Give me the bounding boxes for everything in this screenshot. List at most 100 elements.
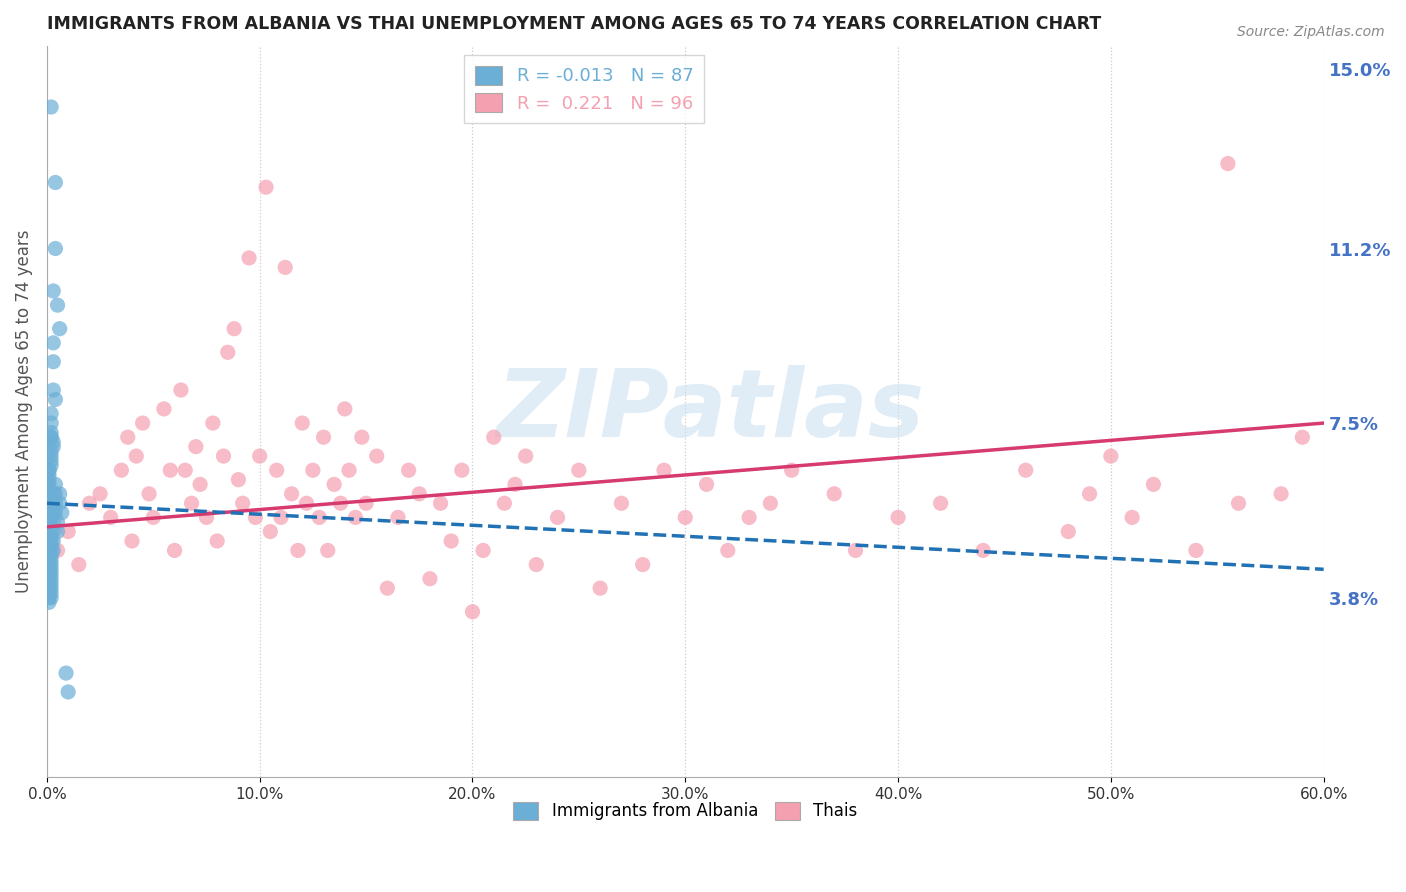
Point xyxy=(38,524,60,539)
Point xyxy=(188,477,211,491)
Text: Source: ZipAtlas.com: Source: ZipAtlas.com xyxy=(1237,25,1385,39)
Point xyxy=(142,510,165,524)
Point xyxy=(302,463,325,477)
Point xyxy=(38,482,60,496)
Point xyxy=(717,543,740,558)
Point xyxy=(163,543,186,558)
Point xyxy=(1078,487,1101,501)
Point xyxy=(39,567,62,582)
Point xyxy=(354,496,377,510)
Point xyxy=(38,506,60,520)
Point xyxy=(38,533,60,548)
Point xyxy=(1121,510,1143,524)
Point xyxy=(46,524,69,539)
Point xyxy=(38,562,60,576)
Point xyxy=(39,539,62,553)
Point xyxy=(42,496,65,510)
Point xyxy=(39,562,62,576)
Point xyxy=(429,496,451,510)
Point xyxy=(823,487,845,501)
Point xyxy=(39,591,62,605)
Point xyxy=(515,449,537,463)
Legend: Immigrants from Albania, Thais: Immigrants from Albania, Thais xyxy=(506,795,863,827)
Point xyxy=(195,510,218,524)
Point xyxy=(38,529,60,543)
Point xyxy=(39,454,62,468)
Point xyxy=(42,355,65,369)
Point xyxy=(42,284,65,298)
Point xyxy=(232,496,254,510)
Point xyxy=(295,496,318,510)
Point xyxy=(38,496,60,510)
Point xyxy=(461,605,484,619)
Point xyxy=(38,581,60,595)
Point xyxy=(44,496,66,510)
Point xyxy=(38,572,60,586)
Point xyxy=(44,392,66,407)
Point xyxy=(254,180,277,194)
Point xyxy=(44,242,66,256)
Point xyxy=(110,463,132,477)
Point xyxy=(184,440,207,454)
Point xyxy=(350,430,373,444)
Point xyxy=(46,298,69,312)
Point xyxy=(38,510,60,524)
Y-axis label: Unemployment Among Ages 65 to 74 years: Unemployment Among Ages 65 to 74 years xyxy=(15,229,32,593)
Point xyxy=(337,463,360,477)
Point xyxy=(366,449,388,463)
Point xyxy=(48,496,70,510)
Point xyxy=(39,510,62,524)
Point xyxy=(472,543,495,558)
Point xyxy=(249,449,271,463)
Point xyxy=(205,533,228,548)
Point xyxy=(46,515,69,529)
Point xyxy=(39,572,62,586)
Point xyxy=(38,576,60,591)
Point xyxy=(344,510,367,524)
Point xyxy=(170,383,193,397)
Point xyxy=(408,487,430,501)
Point xyxy=(38,500,60,515)
Point xyxy=(51,506,73,520)
Point xyxy=(929,496,952,510)
Point xyxy=(38,543,60,558)
Point xyxy=(38,473,60,487)
Point xyxy=(138,487,160,501)
Point xyxy=(42,434,65,449)
Point xyxy=(524,558,547,572)
Point xyxy=(38,586,60,600)
Point xyxy=(274,260,297,275)
Point xyxy=(39,520,62,534)
Point xyxy=(291,416,314,430)
Point xyxy=(245,510,267,524)
Point xyxy=(38,591,60,605)
Point xyxy=(323,477,346,491)
Point xyxy=(450,463,472,477)
Point xyxy=(39,430,62,444)
Point xyxy=(844,543,866,558)
Point xyxy=(39,416,62,430)
Point xyxy=(1057,524,1080,539)
Point xyxy=(79,496,101,510)
Point xyxy=(217,345,239,359)
Point xyxy=(38,487,60,501)
Point xyxy=(1291,430,1313,444)
Point xyxy=(316,543,339,558)
Point xyxy=(287,543,309,558)
Point xyxy=(38,553,60,567)
Point xyxy=(125,449,148,463)
Point xyxy=(117,430,139,444)
Text: ZIPatlas: ZIPatlas xyxy=(496,365,925,458)
Point xyxy=(329,496,352,510)
Point xyxy=(673,510,696,524)
Point xyxy=(1185,543,1208,558)
Point xyxy=(42,533,65,548)
Point xyxy=(39,430,62,444)
Point xyxy=(174,463,197,477)
Point xyxy=(1142,477,1164,491)
Point xyxy=(308,510,330,524)
Point xyxy=(42,335,65,350)
Point xyxy=(1099,449,1122,463)
Point xyxy=(38,562,60,576)
Point xyxy=(1015,463,1038,477)
